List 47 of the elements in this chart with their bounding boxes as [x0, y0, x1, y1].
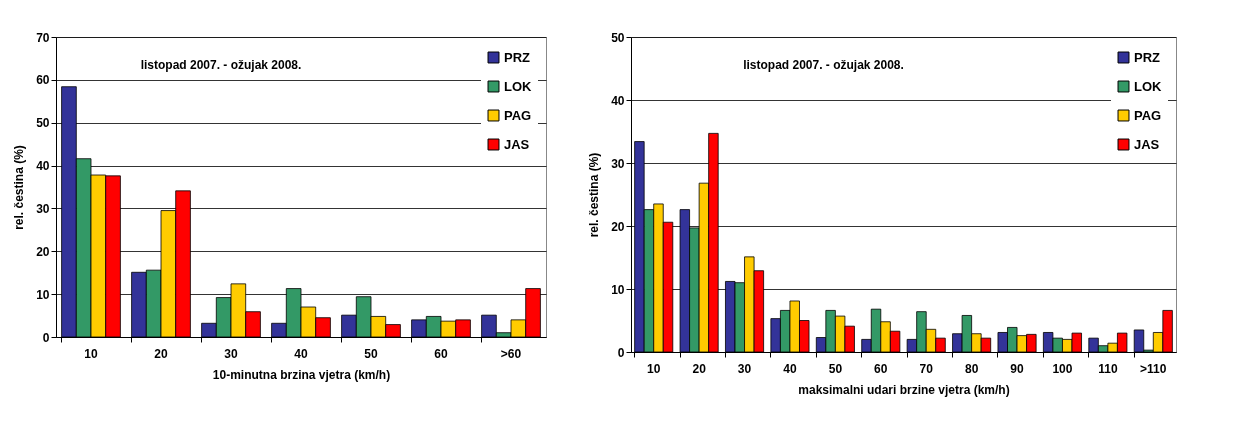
x-tick-label: 80 [964, 361, 979, 376]
x-tick-label: 60 [434, 346, 448, 361]
x-tick-label: 50 [828, 361, 843, 376]
legend-label: PRZ [1134, 49, 1161, 65]
legend-label: JAS [1134, 136, 1160, 152]
y-tick-label: 50 [611, 30, 625, 45]
y-axis-title: rel. čestina (%) [12, 145, 27, 230]
x-tick-label: 30 [737, 361, 752, 376]
legend-label: PAG [504, 107, 532, 123]
x-tick-label: 40 [294, 346, 308, 361]
x-tick-label: 10 [84, 346, 98, 361]
x-tick-label: 50 [364, 346, 378, 361]
legend-label: LOK [1134, 78, 1163, 94]
x-tick-label: 70 [919, 361, 934, 376]
y-tick-label: 60 [36, 73, 50, 88]
y-tick-label: 40 [36, 159, 50, 174]
x-tick-label: 110 [1098, 361, 1118, 376]
y-tick-label: 20 [36, 244, 50, 259]
x-tick-label: 10 [647, 361, 661, 376]
x-tick-label: 100 [1052, 361, 1073, 376]
x-axis-title: 10-minutna brzina vjetra (km/h) [212, 367, 391, 382]
y-tick-label: 50 [36, 116, 50, 131]
legend-label: PRZ [504, 49, 531, 65]
text: listopad 2007. - ožujak 2008. [743, 58, 904, 72]
y-axis-title: rel. čestina (%) [587, 152, 602, 238]
x-tick-label: 40 [783, 361, 797, 376]
x-tick-label: 30 [224, 346, 238, 361]
x-tick-label: 60 [874, 361, 888, 376]
y-tick-label: 30 [36, 201, 50, 216]
x-axis-title: maksimalni udari brzine vjetra (km/h) [798, 382, 1010, 397]
text: listopad 2007. - ožujak 2008. [140, 58, 302, 72]
x-tick-label: 90 [1010, 361, 1025, 376]
x-tick-label: >110 [1140, 361, 1167, 376]
x-tick-label: 20 [692, 361, 707, 376]
legend-label: JAS [504, 136, 530, 152]
legend-label: LOK [504, 78, 533, 94]
y-tick-label: 10 [36, 287, 50, 302]
y-tick-label: 20 [611, 219, 625, 234]
y-tick-label: 30 [611, 156, 625, 171]
y-tick-label: 0 [617, 345, 625, 360]
x-tick-label: 20 [154, 346, 168, 361]
legend-label: PAG [1134, 107, 1162, 123]
y-tick-label: 0 [42, 330, 50, 345]
y-tick-label: 10 [611, 282, 625, 297]
y-tick-label: 70 [36, 30, 50, 45]
x-tick-label: >60 [500, 346, 522, 361]
y-tick-label: 40 [611, 93, 625, 108]
